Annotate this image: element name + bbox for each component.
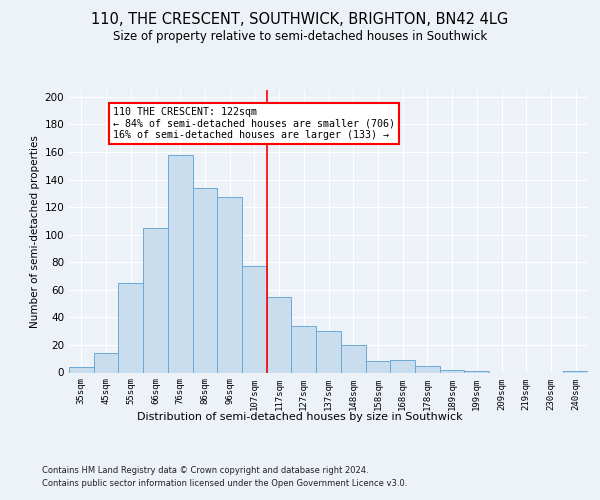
Bar (316, 331, 341, 372)
Bar (563, 371, 588, 372)
Text: Distribution of semi-detached houses by size in Southwick: Distribution of semi-detached houses by … (137, 412, 463, 422)
Bar (118, 283, 143, 372)
Text: Size of property relative to semi-detached houses in Southwick: Size of property relative to semi-detach… (113, 30, 487, 43)
Bar (94, 353, 118, 372)
Bar (143, 228, 168, 372)
Y-axis label: Number of semi-detached properties: Number of semi-detached properties (30, 135, 40, 328)
Bar (415, 366, 440, 372)
Bar (365, 362, 390, 372)
Bar (242, 266, 267, 372)
Text: 110 THE CRESCENT: 122sqm
← 84% of semi-detached houses are smaller (706)
16% of : 110 THE CRESCENT: 122sqm ← 84% of semi-d… (113, 106, 395, 140)
Bar (267, 296, 292, 372)
Bar (217, 198, 242, 372)
Bar (341, 345, 365, 372)
Text: 110, THE CRESCENT, SOUTHWICK, BRIGHTON, BN42 4LG: 110, THE CRESCENT, SOUTHWICK, BRIGHTON, … (91, 12, 509, 28)
Bar (440, 370, 464, 372)
Bar (168, 155, 193, 372)
Bar (193, 188, 217, 372)
Bar (464, 371, 489, 372)
Text: Contains HM Land Registry data © Crown copyright and database right 2024.: Contains HM Land Registry data © Crown c… (42, 466, 368, 475)
Bar (390, 360, 415, 372)
Bar (292, 326, 316, 372)
Text: Contains public sector information licensed under the Open Government Licence v3: Contains public sector information licen… (42, 479, 407, 488)
Bar (69, 367, 94, 372)
